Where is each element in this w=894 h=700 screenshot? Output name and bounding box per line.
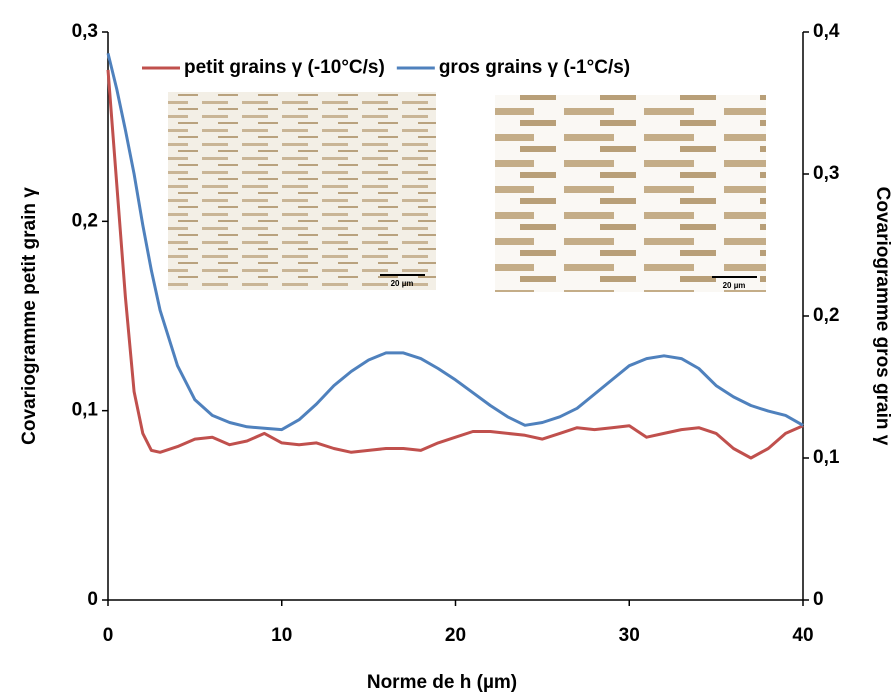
scale-label: 20 µm [391,279,414,288]
x-tick-label: 40 [792,625,813,646]
x-tick-label: 10 [271,625,292,646]
legend-label: petit grains γ (-10°C/s) [184,57,385,78]
series-line [106,69,804,460]
y-tick-label: 0,1 [72,400,99,421]
y-axis-title: Covariogramme petit grain γ [19,187,40,445]
y2-tick-label: 0,2 [813,305,839,326]
y2-tick-label: 0,4 [813,21,840,42]
y2-tick-label: 0,1 [813,447,840,468]
legend-label: gros grains γ (-1°C/s) [439,57,630,78]
x-tick-label: 0 [103,625,114,646]
micrograph-coarse: 20 µm [495,95,766,292]
x-axis-title: Norme de h (µm) [367,672,517,693]
y-tick-label: 0,2 [72,210,98,231]
y2-tick-label: 0,3 [813,163,839,184]
scale-label: 20 µm [723,281,746,290]
micrograph-fine: 20 µm [168,92,436,290]
y-tick-label: 0 [87,589,98,610]
x-tick-label: 20 [445,625,466,646]
y-tick-label: 0,3 [72,21,98,42]
y2-axis-title: Covariogramme gros grain γ [872,187,893,446]
series-line [106,52,804,432]
x-tick-label: 30 [619,625,640,646]
y2-tick-label: 0 [813,589,824,610]
